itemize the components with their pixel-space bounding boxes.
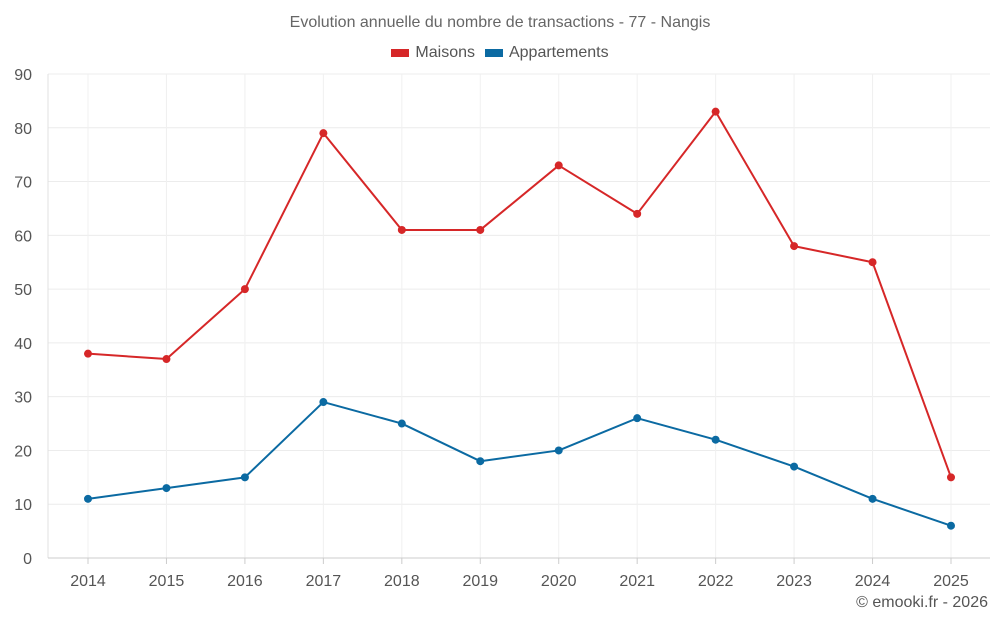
x-tick-label: 2015 <box>149 573 185 590</box>
data-point-maisons <box>947 473 955 482</box>
chart-title: Evolution annuelle du nombre de transact… <box>289 14 711 31</box>
data-point-maisons <box>319 129 328 138</box>
data-point-appartements <box>790 462 799 471</box>
data-point-appartements <box>554 446 563 455</box>
data-point-appartements <box>868 494 877 503</box>
legend-item-maisons[interactable]: Maisons <box>391 44 475 62</box>
y-tick-label: 40 <box>14 336 32 353</box>
data-point-maisons <box>240 285 249 294</box>
data-point-appartements <box>947 521 955 530</box>
data-point-maisons <box>162 355 171 364</box>
data-point-maisons <box>476 225 485 234</box>
y-tick-label: 60 <box>14 228 32 245</box>
axes: 0 10 20 30 40 50 60 70 80 90 2014 2015 2016 2017 2018 2… <box>14 67 990 590</box>
legend-swatch-maisons <box>391 49 410 57</box>
y-tick-label: 20 <box>14 443 32 460</box>
series-line-maisons <box>87 110 952 478</box>
data-point-appartements <box>476 457 485 466</box>
legend-swatch-appartements <box>484 49 503 57</box>
x-tick-label: 2018 <box>384 573 420 590</box>
data-point-maisons <box>397 225 406 234</box>
data-point-appartements <box>711 435 720 444</box>
data-point-appartements <box>162 484 171 493</box>
data-point-maisons <box>554 161 563 170</box>
data-point-appartements <box>84 494 92 503</box>
data-point-appartements <box>240 473 249 482</box>
x-tick-label: 2021 <box>619 573 655 590</box>
x-tick-label: 2020 <box>541 573 577 590</box>
legend-label-appartements: Appartements <box>508 44 609 61</box>
x-tick-label: 2016 <box>227 573 263 590</box>
x-tick-label: 2023 <box>776 573 812 590</box>
x-tick-label: 2019 <box>462 573 498 590</box>
y-tick-label: 30 <box>14 390 32 407</box>
data-point-maisons <box>790 242 799 251</box>
x-tick-label: 2024 <box>855 573 891 590</box>
x-tick-label: 2014 <box>70 573 106 590</box>
y-tick-label: 0 <box>23 551 32 568</box>
data-point-maisons <box>868 258 877 267</box>
credit-text: © emooki.fr - 2026 <box>856 594 988 611</box>
y-tick-label: 70 <box>14 175 32 192</box>
x-tick-label: 2017 <box>306 573 342 590</box>
data-point-maisons <box>711 107 720 116</box>
series-line-appartements <box>87 401 952 527</box>
y-tick-label: 80 <box>14 121 32 138</box>
data-point-appartements <box>319 398 328 407</box>
data-point-appartements <box>397 419 406 428</box>
data-point-maisons <box>84 349 92 358</box>
y-tick-label: 50 <box>14 282 32 299</box>
legend: Maisons Appartements <box>0 44 1000 62</box>
x-tick-label: 2025 <box>933 573 969 590</box>
series-layer <box>84 107 955 530</box>
legend-item-appartements[interactable]: Appartements <box>484 44 609 62</box>
legend-label-maisons: Maisons <box>415 44 475 61</box>
x-tick-label: 2022 <box>698 573 734 590</box>
y-tick-label: 10 <box>14 497 32 514</box>
data-point-maisons <box>633 209 642 218</box>
y-tick-label: 90 <box>14 67 32 84</box>
data-point-appartements <box>633 414 642 423</box>
